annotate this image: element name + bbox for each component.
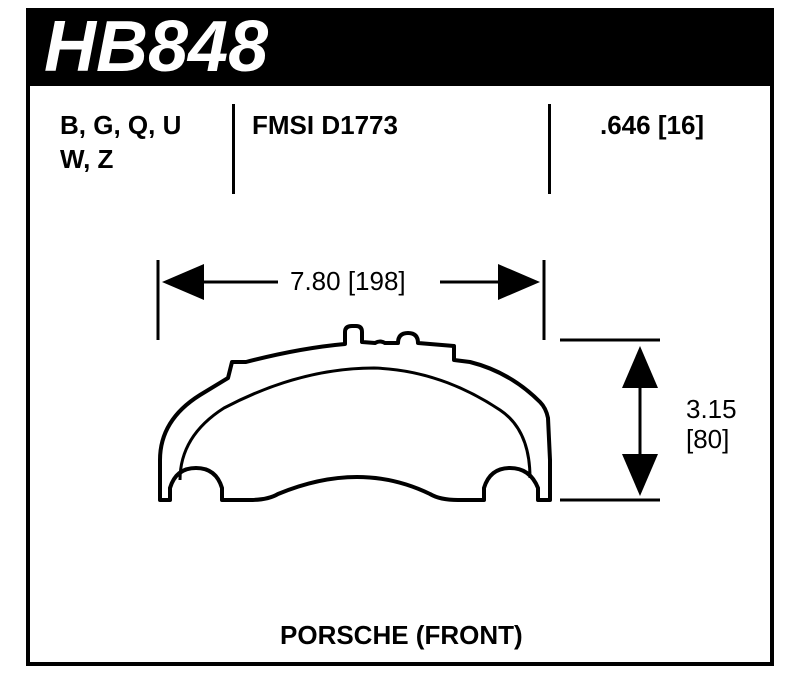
diagram-svg [0,0,800,692]
brake-pad-outline [160,326,550,500]
